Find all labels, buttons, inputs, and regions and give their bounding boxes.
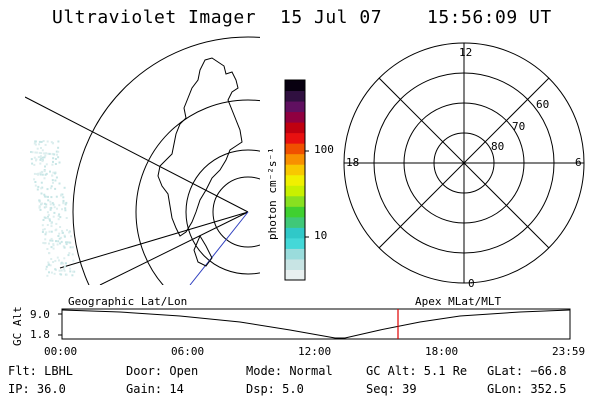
lat-arc-innermost [212, 176, 260, 248]
timeline-xtick-0000: 00:00 [44, 345, 78, 358]
coastline-island [193, 234, 213, 267]
terminator-line [189, 211, 249, 285]
timeline-y-label: GC Alt [11, 306, 24, 346]
colorbar-segment [285, 164, 305, 176]
timeline-frame [61, 308, 571, 340]
meridian-2 [59, 211, 249, 269]
status-glat: GLat: −66.8 [487, 364, 567, 378]
timeline-right-title: Apex MLat/MLT [415, 295, 502, 308]
colorbar-segment [285, 80, 305, 92]
colorbar-segment [285, 132, 305, 144]
lat-arc-inner [185, 149, 260, 275]
lat-arc-outer [135, 99, 260, 285]
timeline-left-title: Geographic Lat/Lon [68, 295, 188, 308]
polar-plot [343, 42, 585, 284]
polar-diag-2 [378, 77, 550, 249]
polar-ring-label-60: 60 [536, 98, 550, 111]
timeline-xtick-2359: 23:59 [552, 345, 586, 358]
status-glon: GLon: 352.5 [487, 382, 567, 396]
timeline-xtick-1800: 18:00 [425, 345, 459, 358]
status-mode: Mode: Normal [246, 364, 333, 378]
colorbar-segment [285, 122, 305, 134]
coastline [157, 57, 243, 237]
colorbar-segment [285, 111, 305, 123]
colorbar [285, 80, 305, 281]
time-label: 15:56:09 UT [427, 7, 552, 28]
meridian-1 [25, 96, 249, 213]
date-label: 15 Jul 07 [280, 7, 383, 28]
polar-label-6: 6 [575, 156, 582, 169]
colorbar-label-100: 100 [314, 143, 334, 156]
polar-label-0: 0 [468, 277, 475, 290]
colorbar-frame [284, 79, 306, 281]
colorbar-segment [285, 174, 305, 186]
altitude-curve [61, 309, 571, 339]
colorbar-segment [285, 206, 305, 218]
colorbar-segment [285, 258, 305, 270]
meridian-3 [99, 211, 249, 285]
status-gc-alt: GC Alt: 5.1 Re [366, 364, 468, 378]
lat-arc-outer2 [72, 36, 260, 285]
status-filter: Flt: LBHL [8, 364, 74, 378]
timeline-ytick-label-bottom: 1.8 [30, 328, 50, 341]
polar-ring-label-70: 70 [512, 120, 526, 133]
colorbar-unit-label: photon cm⁻²s⁻¹ [266, 147, 279, 240]
colorbar-segment [285, 227, 305, 239]
colorbar-segment [285, 143, 305, 155]
timeline-xtick-1200: 12:00 [298, 345, 332, 358]
colorbar-segment [285, 153, 305, 165]
colorbar-segment [285, 90, 305, 102]
colorbar-segment [285, 237, 305, 249]
aurora-emission [30, 140, 76, 277]
colorbar-segment [285, 269, 305, 281]
status-door: Door: Open [126, 364, 199, 378]
colorbar-label-10: 10 [314, 229, 328, 242]
status-ip: IP: 36.0 [8, 382, 66, 396]
colorbar-segment [285, 216, 305, 228]
status-gain: Gain: 14 [126, 382, 184, 396]
instrument-title: Ultraviolet Imager [52, 7, 257, 28]
timeline-xtick-0600: 06:00 [171, 345, 205, 358]
polar-ring-label-80: 80 [491, 140, 505, 153]
polar-label-18: 18 [346, 156, 360, 169]
status-dsp: Dsp: 5.0 [246, 382, 304, 396]
colorbar-segment [285, 195, 305, 207]
polar-label-12: 12 [459, 46, 473, 59]
colorbar-segment [285, 101, 305, 113]
colorbar-segment [285, 185, 305, 197]
colorbar-segment [285, 248, 305, 260]
timeline-ytick-label-top: 9.0 [30, 308, 50, 321]
status-seq: Seq: 39 [366, 382, 417, 396]
